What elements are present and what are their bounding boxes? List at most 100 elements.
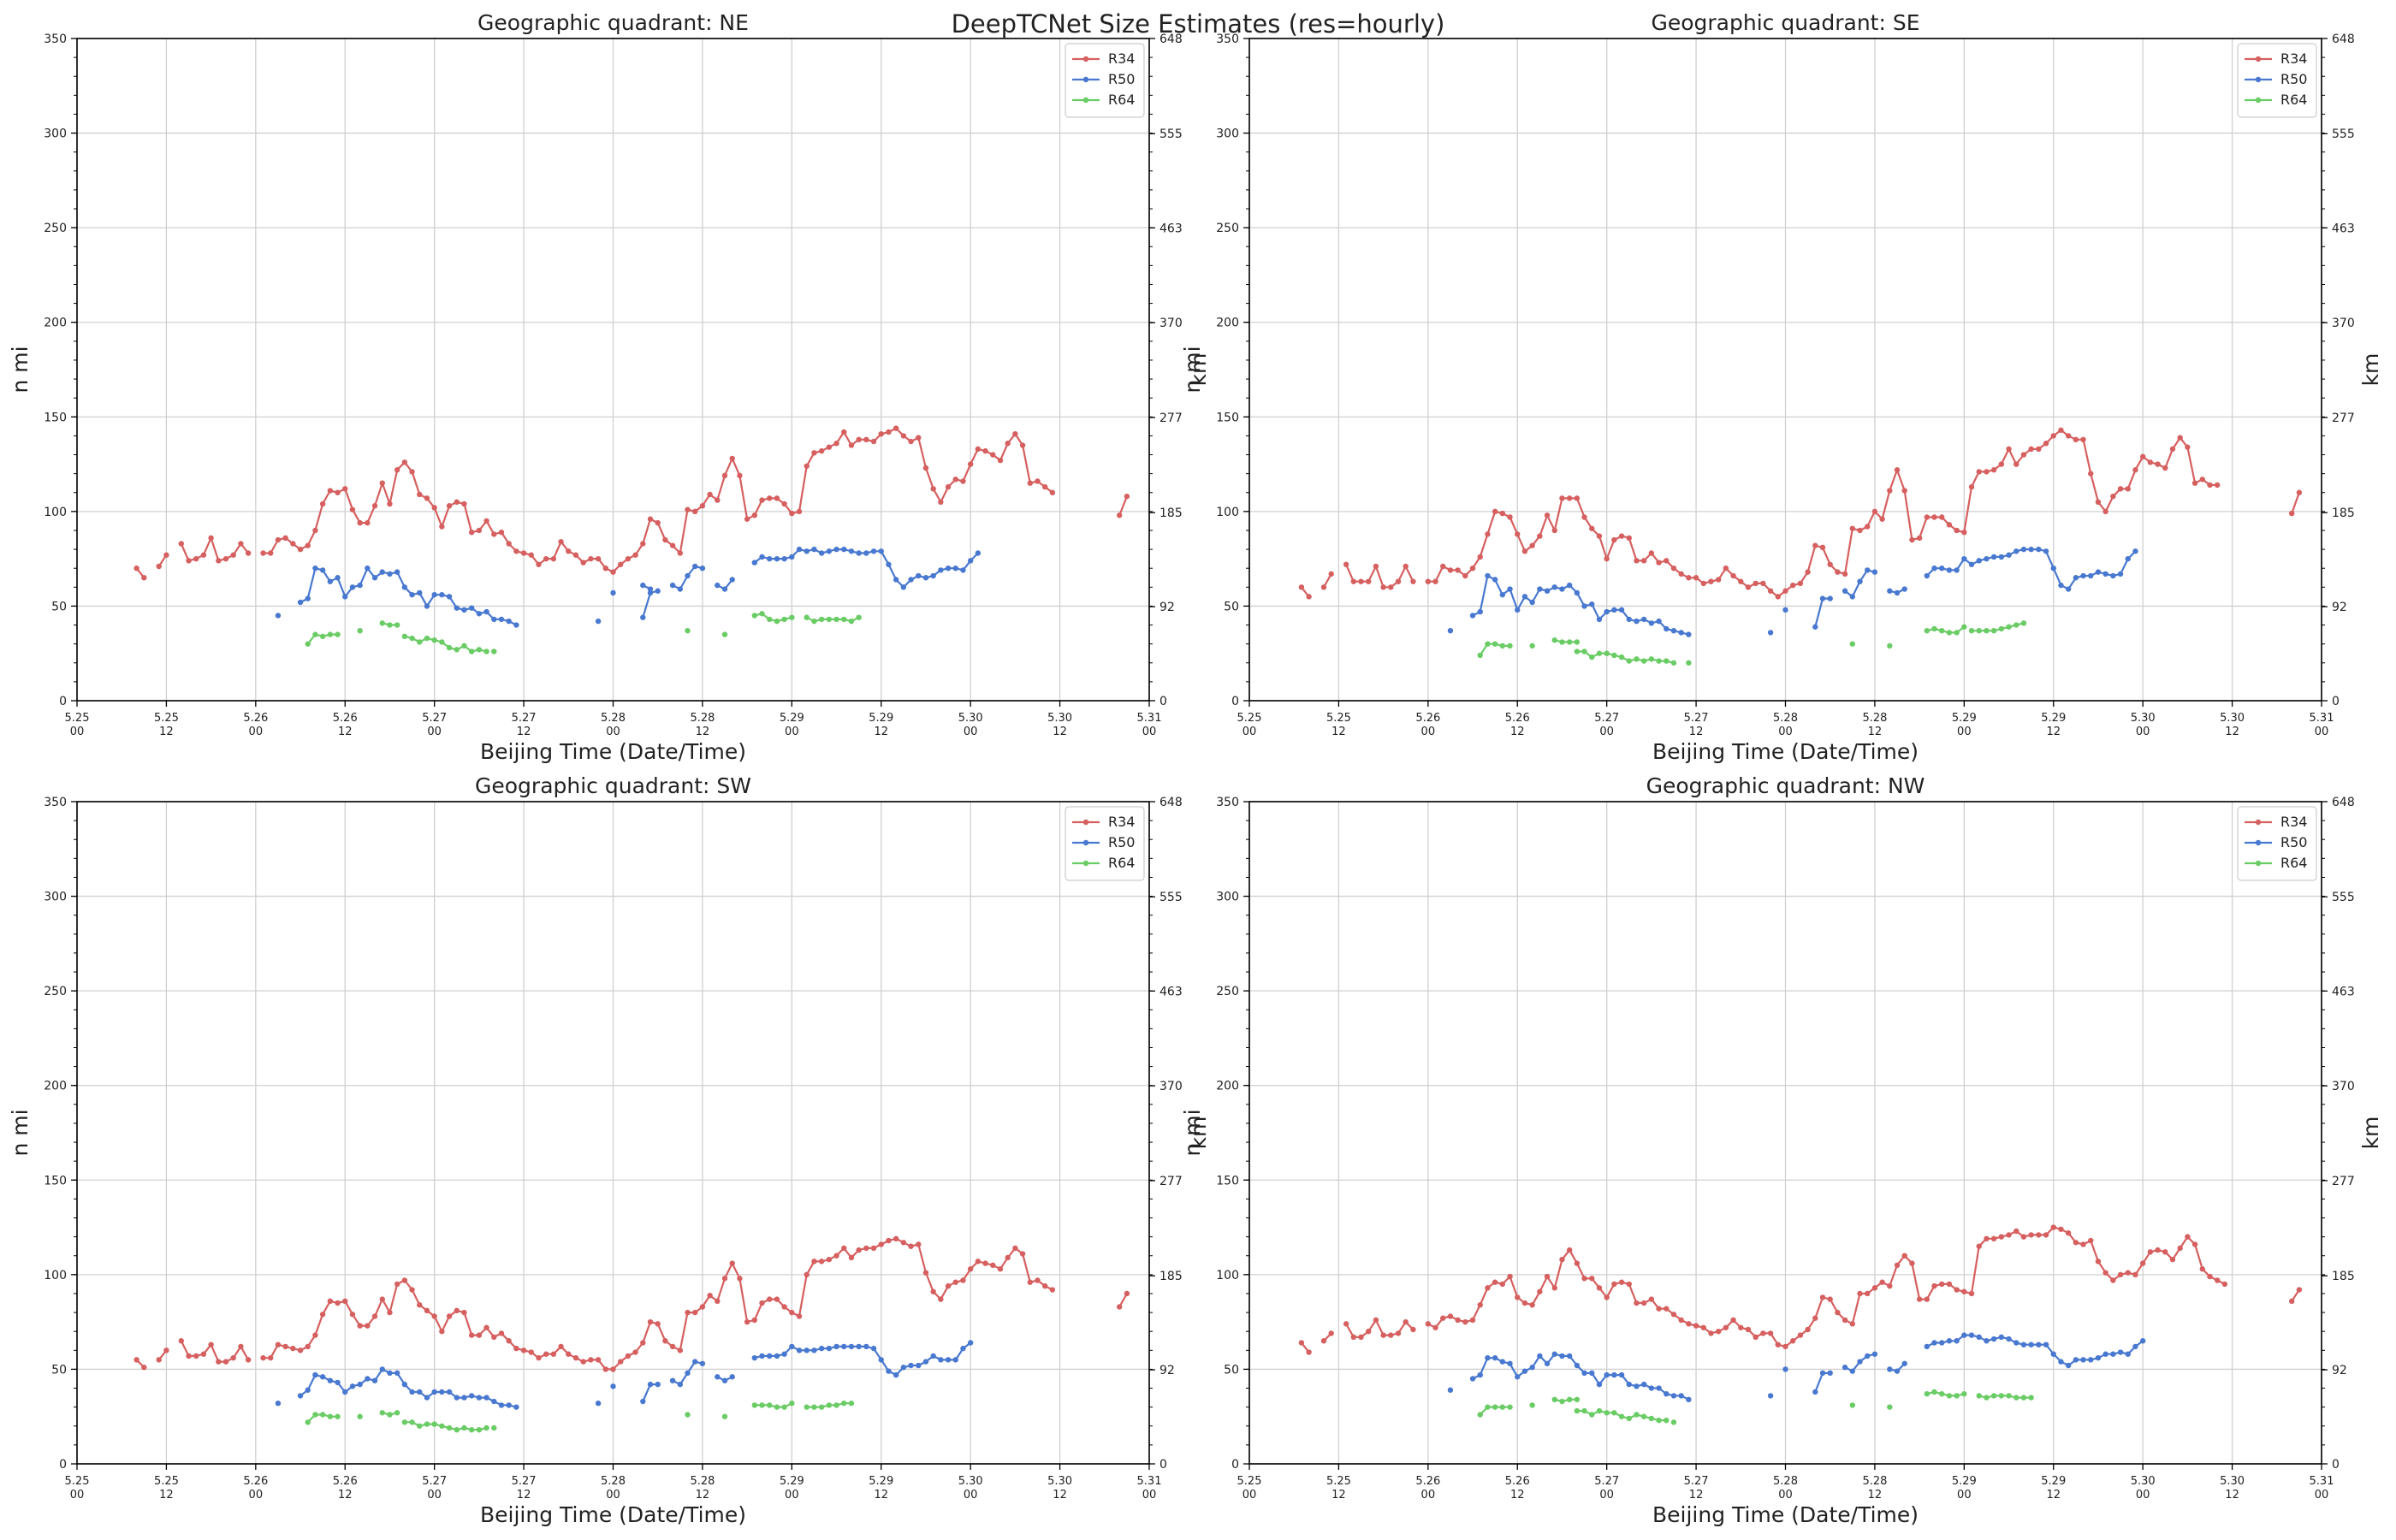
data-point-R50 [916,1362,922,1369]
data-point-R64 [319,1412,326,1418]
data-point-R34 [1901,488,1907,494]
data-point-R34 [446,1313,453,1319]
data-point-R50 [1670,1393,1677,1399]
data-point-R64 [1611,1410,1617,1416]
data-point-R34 [767,1296,773,1302]
data-point-R34 [1797,580,1804,587]
data-point-R34 [1380,1332,1386,1338]
data-point-R50 [1871,1351,1878,1357]
data-point-R64 [811,1404,817,1410]
data-point-R34 [796,508,803,515]
data-point-R34 [461,500,467,507]
series-R34 [133,1235,1130,1372]
data-point-R34 [2102,1270,2108,1276]
legend-label-R64: R64 [1108,855,1135,871]
data-point-R34 [669,542,676,548]
data-point-R34 [729,455,735,462]
data-point-R50 [1686,631,1692,637]
data-point-R34 [178,541,185,547]
data-point-R64 [1924,1390,1930,1397]
data-point-R50 [692,1359,698,1365]
data-point-R34 [2073,1240,2079,1246]
data-point-R64 [1990,627,1997,634]
data-point-R64 [767,616,773,623]
y-right-tick-label: 277 [2332,1175,2355,1188]
y-right-tick-label: 648 [2332,33,2355,46]
x-tick-label: 00 [70,726,85,738]
data-point-R34 [520,1348,527,1353]
data-point-R34 [1767,1330,1774,1336]
data-point-R50 [379,1366,385,1372]
data-point-R64 [1984,1395,1990,1401]
data-point-R50 [1544,1360,1551,1366]
y-tick-label: 300 [1216,891,1239,904]
data-point-R64 [789,614,795,620]
data-point-R34 [2155,461,2161,467]
x-tick-label: 5.26 [1505,712,1530,725]
legend-label-R50: R50 [1108,834,1135,850]
data-point-R34 [774,495,780,501]
data-point-R50 [960,567,966,573]
data-point-R34 [290,1345,296,1352]
data-point-R50 [655,588,661,594]
x-tick-label: 5.25 [65,712,90,725]
x-tick-label: 00 [606,1489,620,1502]
data-point-R34 [1566,495,1573,501]
data-point-R34 [1686,1321,1692,1327]
data-point-R34 [1767,588,1774,594]
series-R50 [275,546,982,628]
data-point-R34 [483,518,489,524]
data-point-R50 [1894,589,1901,596]
x-tick-label: 12 [2225,726,2239,738]
data-point-R64 [491,649,497,654]
data-point-R34 [2065,433,2072,439]
data-point-R34 [2207,1273,2213,1280]
data-point-R34 [133,566,139,572]
data-point-R34 [580,1359,586,1365]
data-point-R34 [1916,1296,1923,1302]
series-R50 [1447,1332,2146,1403]
data-point-R34 [1931,1282,1937,1289]
data-point-R34 [640,1340,646,1346]
data-point-R34 [506,1338,512,1344]
data-point-R50 [751,560,758,566]
data-point-R64 [357,1413,363,1419]
data-point-R64 [2028,1395,2034,1401]
data-point-R34 [1634,558,1640,564]
data-point-R34 [677,1348,684,1353]
data-point-R34 [461,1309,467,1316]
data-point-R34 [2139,453,2146,459]
y-tick-label: 100 [44,506,67,519]
y-tick-label: 300 [1216,127,1239,141]
data-point-R34 [1049,489,1056,495]
data-point-R50 [669,582,676,589]
data-point-R34 [543,555,549,562]
data-point-R34 [335,1300,341,1306]
data-point-R64 [774,1404,780,1410]
data-point-R50 [1656,1385,1662,1391]
data-point-R50 [878,548,884,554]
data-point-R50 [2058,1359,2064,1365]
data-point-R34 [1984,1235,1990,1242]
x-tick-label: 5.25 [1237,712,1262,725]
data-point-R34 [588,1357,594,1363]
data-point-R34 [327,1298,334,1305]
data-point-R64 [1849,1402,1856,1408]
data-point-R34 [222,1359,229,1365]
data-point-R50 [1827,595,1833,601]
data-point-R34 [1626,535,1632,542]
data-point-R34 [2162,1249,2168,1255]
data-point-R50 [938,1357,944,1363]
data-point-R34 [886,1237,892,1244]
data-point-R50 [729,577,735,583]
data-point-R34 [1410,1326,1416,1333]
data-point-R64 [1849,641,1856,647]
data-point-R34 [1909,1260,1915,1266]
data-point-R34 [2139,1260,2146,1266]
data-point-R34 [1462,1318,1468,1325]
data-point-R50 [692,563,698,570]
y-tick-label: 0 [59,1458,67,1472]
data-point-R50 [1865,1353,1871,1359]
data-point-R50 [781,555,787,562]
x-tick-label: 00 [1242,726,1257,738]
